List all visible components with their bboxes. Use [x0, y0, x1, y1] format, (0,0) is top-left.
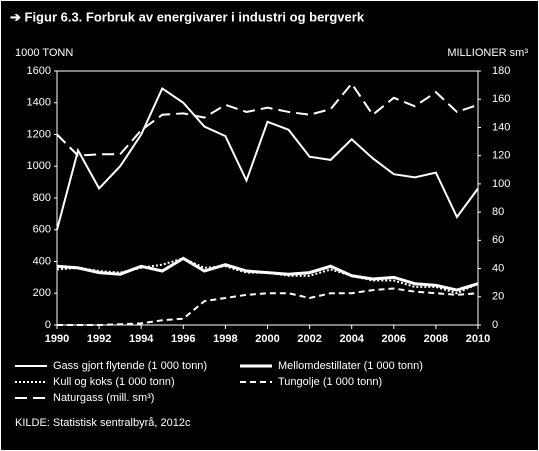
x-tick-label: 2006 [382, 333, 406, 345]
series-line [56, 86, 479, 231]
y2-tick-label: 20 [492, 291, 504, 303]
x-tick-label: 2010 [466, 333, 490, 345]
y2-tick-label: 40 [492, 262, 504, 274]
series-line [56, 256, 479, 292]
chart-title: ➔ Figur 6.3. Forbruk av energivarer i in… [10, 9, 365, 24]
x-tick-label: 2004 [339, 333, 364, 345]
series-line [56, 82, 479, 157]
y2-axis-label: MILLIONER sm³ [447, 47, 528, 59]
y2-tick-label: 100 [492, 178, 510, 190]
x-tick-label: 1990 [45, 333, 69, 345]
y-tick-label: 800 [33, 192, 51, 204]
y-axis-label: 1000 TONN [15, 47, 73, 59]
x-tick-label: 1992 [87, 333, 111, 345]
y-tick-label: 600 [33, 224, 51, 236]
legend-label: Mellomdestillater (1 000 tonn) [278, 360, 423, 372]
x-tick-label: 2002 [297, 333, 321, 345]
y2-tick-label: 120 [492, 150, 510, 162]
y2-tick-label: 60 [492, 234, 504, 246]
y2-tick-label: 140 [492, 121, 510, 133]
x-tick-label: 1994 [129, 333, 154, 345]
x-tick-label: 1998 [213, 333, 237, 345]
y-tick-label: 1600 [27, 65, 51, 77]
legend-label: Kull og koks (1 000 tonn) [53, 376, 175, 388]
x-tick-label: 2008 [424, 333, 448, 345]
y2-tick-label: 0 [492, 319, 498, 331]
legend-label: Tungolje (1 000 tonn) [278, 376, 382, 388]
y2-tick-label: 80 [492, 206, 504, 218]
x-tick-label: 1996 [171, 333, 195, 345]
legend-label: Naturgass (mill. sm³) [53, 392, 154, 404]
x-tick-label: 2000 [255, 333, 279, 345]
legend-label: Gass gjort flytende (1 000 tonn) [53, 360, 207, 372]
y-tick-label: 1200 [27, 128, 51, 140]
y-tick-label: 1000 [27, 160, 51, 172]
y2-tick-label: 180 [492, 65, 510, 77]
y-tick-label: 1400 [27, 97, 51, 109]
y-tick-label: 0 [45, 319, 51, 331]
y-tick-label: 400 [33, 255, 51, 267]
series-line [57, 287, 479, 326]
y2-tick-label: 160 [492, 93, 510, 105]
y-tick-label: 200 [33, 287, 51, 299]
source: KILDE: Statistisk sentralbyrå, 2012c [15, 417, 191, 429]
